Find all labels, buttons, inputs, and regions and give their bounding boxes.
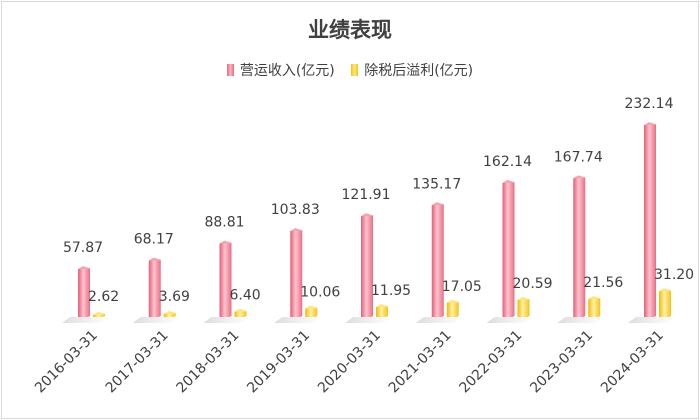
bar-revenue [573,175,586,317]
data-label-revenue: 57.87 [63,240,103,256]
legend-swatch-revenue [226,64,234,76]
bar-net-profit [588,296,601,317]
bar-net-profit [659,288,671,317]
data-label-net-profit: 31.20 [654,267,694,283]
bar-shadow [345,317,395,323]
bar-revenue [219,240,232,317]
x-tick-label: 2017-03-31 [103,328,172,397]
bar-top-cap [305,305,318,309]
data-label-net-profit: 10.06 [300,285,340,301]
data-label-net-profit: 20.59 [513,276,553,292]
x-tick-label: 2018-03-31 [173,328,242,397]
bar-revenue [290,228,303,317]
bar-shadow [557,317,608,323]
bar-top-cap [446,299,459,303]
bar-top-cap [376,304,388,308]
bar-revenue [502,179,515,317]
bar-top-cap [502,179,515,183]
bar-top-cap [588,296,601,300]
x-tick-label: 2021-03-31 [386,328,455,397]
data-label-net-profit: 2.62 [88,289,119,305]
data-label-revenue: 103.83 [271,202,320,218]
bar-revenue [644,122,656,318]
x-tick-label: 2020-03-31 [315,328,384,397]
bar-top-cap [163,310,176,314]
x-tick-label: 2023-03-31 [527,328,596,397]
x-tick-label: 2016-03-31 [32,328,101,397]
data-label-revenue: 68.17 [134,232,174,248]
bar-top-cap [148,257,161,261]
bar-shadow [486,317,537,323]
legend-label-net-profit: 除税后溢利(亿元) [364,63,474,79]
bar-revenue [361,213,373,317]
bar-shadow [274,317,325,323]
data-label-revenue: 135.17 [412,176,461,192]
bar-shadow [415,317,466,323]
bar-top-cap [431,202,444,206]
legend-swatch-net-profit [351,64,359,76]
bar-shadow [628,317,678,323]
bar-revenue [78,266,90,317]
bar-top-cap [517,296,530,300]
bar-top-cap [78,266,90,270]
data-label-net-profit: 21.56 [583,275,623,291]
x-tick-label: 2024-03-31 [598,328,667,397]
bar-top-cap [290,228,303,232]
bar-top-cap [644,122,656,126]
data-label-revenue: 121.91 [342,187,391,203]
bar-top-cap [361,213,373,217]
bar-shadow [132,317,183,323]
bar-top-cap [573,175,586,179]
chart-title: 业绩表现 [308,18,392,42]
bar-net-profit [517,296,530,317]
x-tick-label: 2022-03-31 [456,328,525,397]
data-label-revenue: 162.14 [483,154,532,170]
bar-top-cap [93,311,105,315]
data-label-revenue: 167.74 [554,149,603,165]
data-label-net-profit: 17.05 [442,279,482,295]
data-label-net-profit: 6.40 [230,288,261,304]
data-label-revenue: 232.14 [625,96,674,112]
chart-legend: 营运收入(亿元) 除税后溢利(亿元) [0,60,700,80]
data-label-net-profit: 11.95 [371,283,411,299]
bar-net-profit [376,304,388,317]
x-tick-label: 2019-03-31 [244,328,313,397]
bar-top-cap [219,240,232,244]
data-label-net-profit: 3.69 [159,289,190,305]
bar-revenue [148,257,161,317]
legend-item-revenue: 营运收入(亿元) [226,60,335,80]
bar-top-cap [234,308,247,312]
bar-shadow [203,317,254,323]
legend-label-revenue: 营运收入(亿元) [239,63,335,79]
bar-revenue [431,202,444,317]
legend-item-net-profit: 除税后溢利(亿元) [351,60,473,80]
bar-net-profit [446,299,459,317]
bar-shadow [62,317,112,323]
bar-top-cap [659,288,671,292]
data-label-revenue: 88.81 [204,215,244,231]
